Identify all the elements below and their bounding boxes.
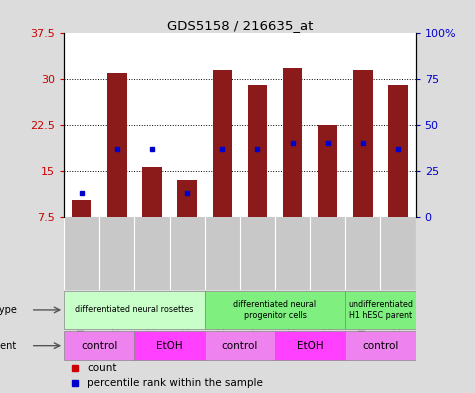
Bar: [345, 331, 416, 360]
Bar: [178, 180, 197, 217]
Bar: [64, 331, 134, 360]
Text: undifferentiated
H1 hESC parent: undifferentiated H1 hESC parent: [348, 300, 413, 320]
Text: EtOH: EtOH: [297, 341, 323, 351]
Text: percentile rank within the sample: percentile rank within the sample: [87, 378, 263, 388]
Bar: [283, 68, 302, 217]
Title: GDS5158 / 216635_at: GDS5158 / 216635_at: [167, 19, 313, 32]
Bar: [248, 85, 267, 217]
Bar: [64, 291, 205, 329]
Bar: [389, 85, 408, 217]
Bar: [107, 73, 126, 217]
Bar: [142, 167, 162, 217]
Text: control: control: [222, 341, 258, 351]
Bar: [275, 331, 345, 360]
Bar: [345, 291, 416, 329]
Text: differentiated neural
progenitor cells: differentiated neural progenitor cells: [233, 300, 316, 320]
Text: cell type: cell type: [0, 305, 17, 315]
Bar: [205, 291, 345, 329]
Bar: [72, 200, 91, 217]
Bar: [134, 331, 205, 360]
Text: differentiated neural rosettes: differentiated neural rosettes: [75, 305, 194, 314]
Bar: [318, 125, 337, 217]
Text: control: control: [81, 341, 117, 351]
Text: control: control: [362, 341, 399, 351]
Text: count: count: [87, 363, 116, 373]
Bar: [213, 70, 232, 217]
Bar: [353, 70, 372, 217]
Text: EtOH: EtOH: [156, 341, 183, 351]
Text: agent: agent: [0, 341, 17, 351]
Bar: [205, 331, 275, 360]
